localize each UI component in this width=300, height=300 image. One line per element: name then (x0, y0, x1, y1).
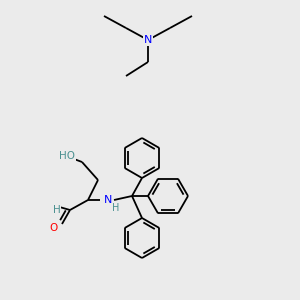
Text: O: O (50, 223, 58, 233)
Text: H: H (112, 203, 120, 213)
Text: H: H (53, 205, 61, 215)
Text: HO: HO (59, 151, 75, 161)
Text: N: N (104, 195, 112, 205)
Text: N: N (144, 35, 152, 45)
